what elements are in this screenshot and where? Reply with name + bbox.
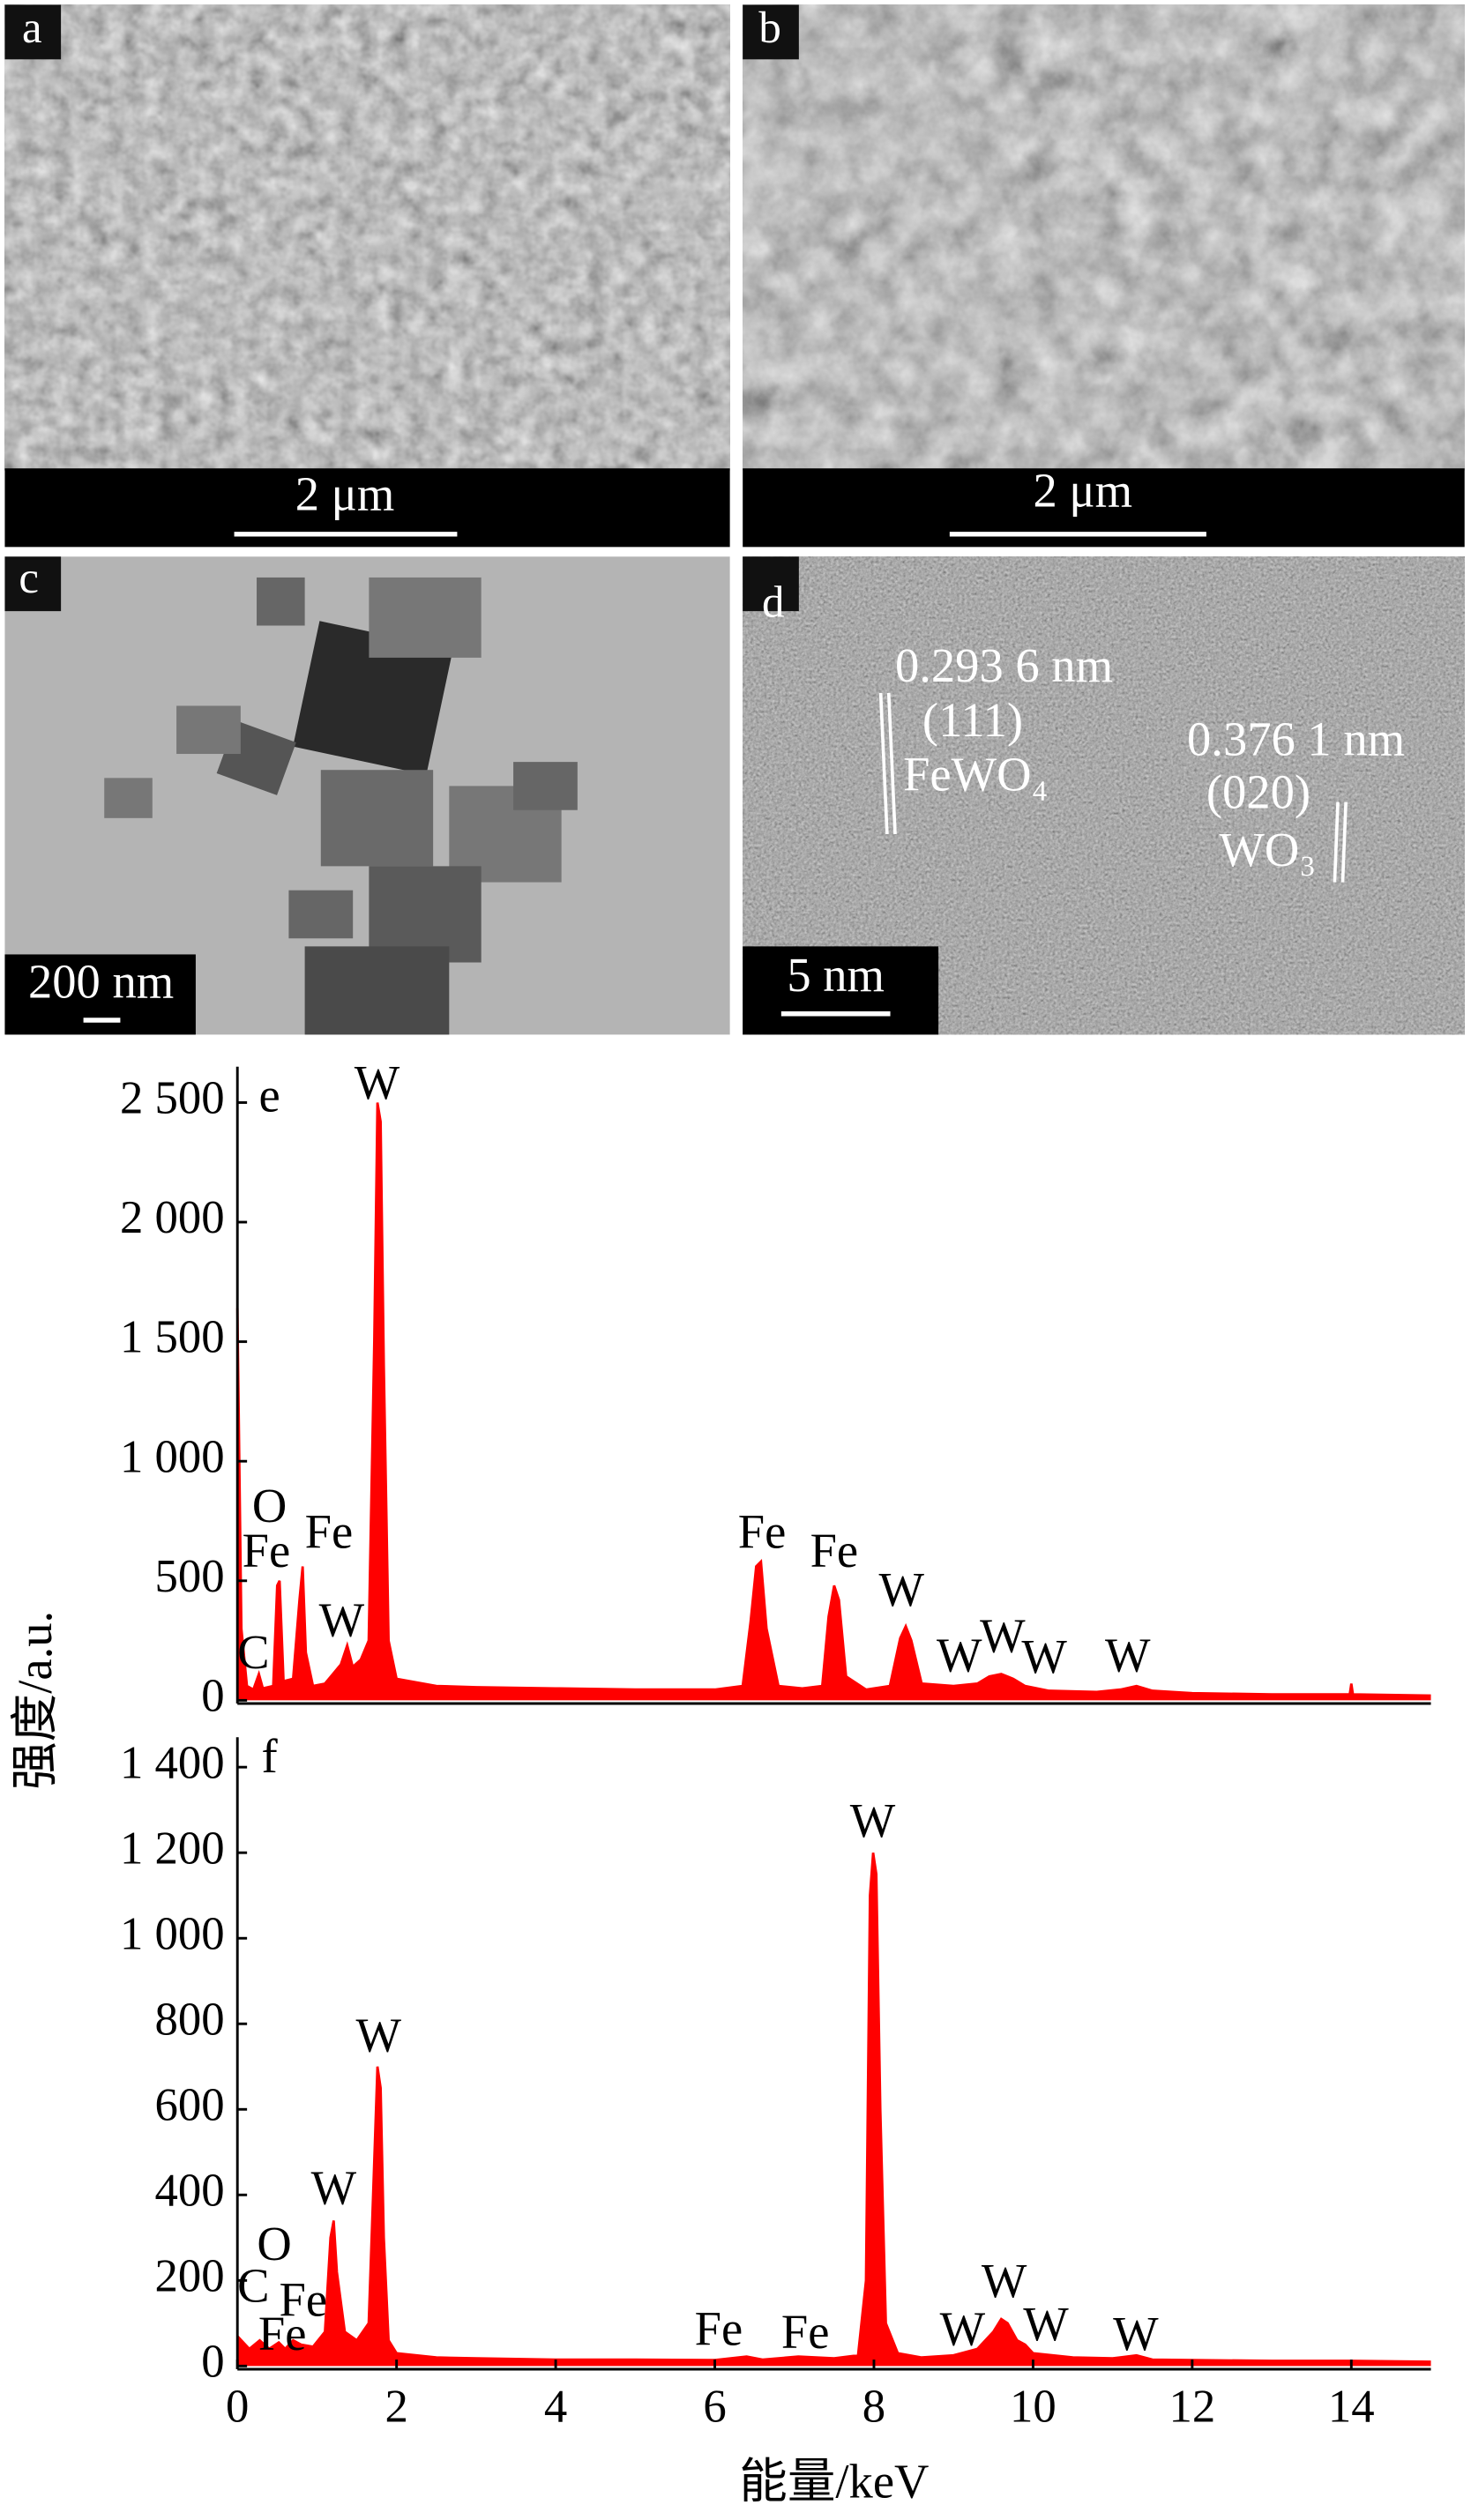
- peak-label: Fe: [695, 2301, 743, 2355]
- scale-label: 5 nm: [787, 948, 885, 1002]
- label-box: [743, 556, 799, 612]
- peak-label: Fe: [280, 2273, 328, 2327]
- chart-label: f: [262, 1729, 279, 1783]
- peak-label: W: [319, 1592, 365, 1646]
- spectrum-area: [237, 1853, 1431, 2367]
- label-box: [4, 556, 62, 612]
- peak-label: Fe: [810, 1524, 859, 1577]
- y-tick-label: 1 500: [120, 1312, 225, 1363]
- peak-label: Fe: [305, 1504, 354, 1558]
- y-tick-label: 0: [201, 1670, 224, 1721]
- peak-label: O: [252, 1479, 287, 1532]
- peak-label: W: [980, 1609, 1026, 1663]
- miller-index: (111): [922, 693, 1023, 747]
- sem-image: [4, 4, 730, 471]
- peak-label: W: [311, 2160, 357, 2214]
- peak-label: Fe: [738, 1504, 787, 1558]
- peak-label: O: [257, 2217, 291, 2270]
- y-tick-label: 1 200: [120, 1823, 225, 1874]
- panel-d: 5 nm d 0.293 6 nm (111) FeWO₄ 0.376 1 nm…: [743, 556, 1465, 1035]
- peak-label: W: [1021, 1629, 1067, 1683]
- peak-label: W: [982, 2254, 1027, 2308]
- panel-c: 200 nm c: [4, 554, 730, 1035]
- phase-label: WO₃: [1219, 823, 1316, 876]
- y-tick-label: 2 500: [120, 1073, 225, 1124]
- x-tick-label: 4: [544, 2381, 567, 2432]
- peak-label: W: [1113, 2307, 1159, 2360]
- peak-label: W: [1023, 2297, 1069, 2351]
- y-tick-label: 1 400: [120, 1737, 225, 1788]
- scale-label: 2 μm: [295, 466, 395, 520]
- x-tick-label: 14: [1328, 2381, 1375, 2432]
- peak-label: W: [355, 1055, 400, 1109]
- spectrum-line: [235, 1102, 1431, 1697]
- x-tick-label: 8: [862, 2381, 885, 2432]
- peak-label: W: [937, 1628, 982, 1681]
- panel-b: 2 μm b: [743, 4, 1465, 548]
- peak-label: C: [237, 1625, 269, 1679]
- y-tick-label: 2 000: [120, 1192, 225, 1243]
- x-tick-label: 2: [385, 2381, 407, 2432]
- lattice-lines: [878, 692, 1348, 883]
- label-box: [4, 4, 62, 60]
- d-spacing: 0.293 6 nm: [895, 638, 1113, 692]
- scale-label: 2 μm: [1033, 464, 1132, 518]
- y-tick-label: 0: [201, 2336, 224, 2387]
- y-tick-label: 200: [155, 2250, 225, 2301]
- x-tick-label: 12: [1169, 2381, 1215, 2432]
- x-tick-label: 6: [703, 2381, 726, 2432]
- x-tick-label: 0: [226, 2381, 249, 2432]
- sem-image: [743, 4, 1465, 471]
- panel-label: c: [19, 554, 39, 603]
- peak-label: W: [850, 1793, 896, 1847]
- y-tick-label: 1 000: [120, 1908, 225, 1959]
- x-axis-label: 能量/keV: [739, 2454, 929, 2508]
- lattice-annotations: 0.293 6 nm (111) FeWO₄ 0.376 1 nm (020) …: [895, 638, 1405, 876]
- panel-label: d: [762, 578, 784, 627]
- scale-label: 200 nm: [28, 954, 174, 1008]
- spectrum-area: [237, 1102, 1431, 1701]
- peak-label: Fe: [781, 2305, 830, 2359]
- peak-label: W: [879, 1562, 925, 1616]
- y-tick-label: 500: [155, 1551, 225, 1602]
- spectrum-line: [236, 1853, 1431, 2363]
- peak-label: W: [356, 2009, 402, 2062]
- x-tick-label: 10: [1010, 2381, 1057, 2432]
- particles: [104, 577, 578, 1035]
- panel-label: b: [758, 4, 780, 53]
- peak-label: Fe: [258, 2307, 307, 2360]
- miller-index: (020): [1206, 765, 1310, 819]
- d-spacing: 0.376 1 nm: [1187, 712, 1405, 766]
- phase-label: FeWO₄: [903, 748, 1048, 801]
- y-tick-label: 400: [155, 2165, 225, 2216]
- y-tick-label: 600: [155, 2079, 225, 2130]
- chart-label: e: [258, 1069, 280, 1122]
- peak-label: W: [940, 2301, 986, 2355]
- label-box: [743, 4, 799, 60]
- panel-a: 2 μm a: [4, 4, 730, 548]
- y-tick-label: 800: [155, 1994, 225, 2045]
- y-tick-label: 1 000: [120, 1431, 225, 1482]
- panel-label: a: [22, 4, 42, 53]
- peak-label: Fe: [243, 1524, 291, 1577]
- peak-label: C: [237, 2258, 269, 2312]
- scale-strip: [743, 946, 939, 1035]
- peak-label: W: [1105, 1628, 1151, 1681]
- y-axis-label: 强度/a.u.: [8, 1611, 62, 1790]
